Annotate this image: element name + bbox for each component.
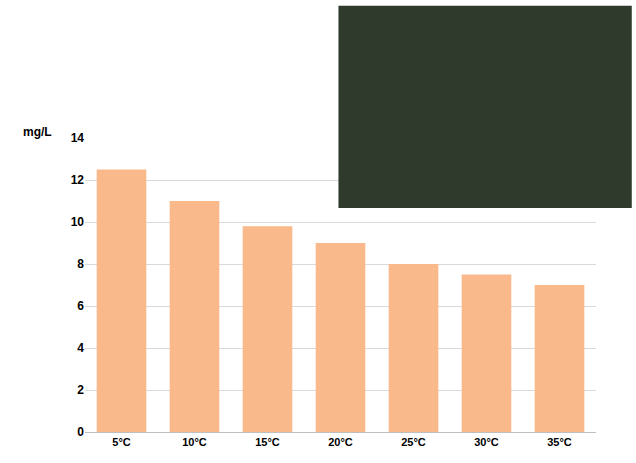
svg-text:10: 10 xyxy=(71,215,85,229)
svg-text:6: 6 xyxy=(77,299,84,313)
svg-text:8: 8 xyxy=(77,257,84,271)
svg-text:25°C: 25°C xyxy=(401,436,426,448)
svg-text:30°C: 30°C xyxy=(474,436,499,448)
svg-text:12: 12 xyxy=(71,173,85,187)
svg-text:20°C: 20°C xyxy=(328,436,353,448)
svg-text:14: 14 xyxy=(71,131,85,145)
svg-text:15°C: 15°C xyxy=(255,436,280,448)
svg-text:35°C: 35°C xyxy=(547,436,572,448)
svg-text:4: 4 xyxy=(77,341,84,355)
svg-text:5°C: 5°C xyxy=(112,436,131,448)
svg-text:mg/L: mg/L xyxy=(23,125,52,139)
svg-text:2: 2 xyxy=(77,383,84,397)
svg-text:10°C: 10°C xyxy=(182,436,207,448)
svg-text:0: 0 xyxy=(77,425,84,439)
